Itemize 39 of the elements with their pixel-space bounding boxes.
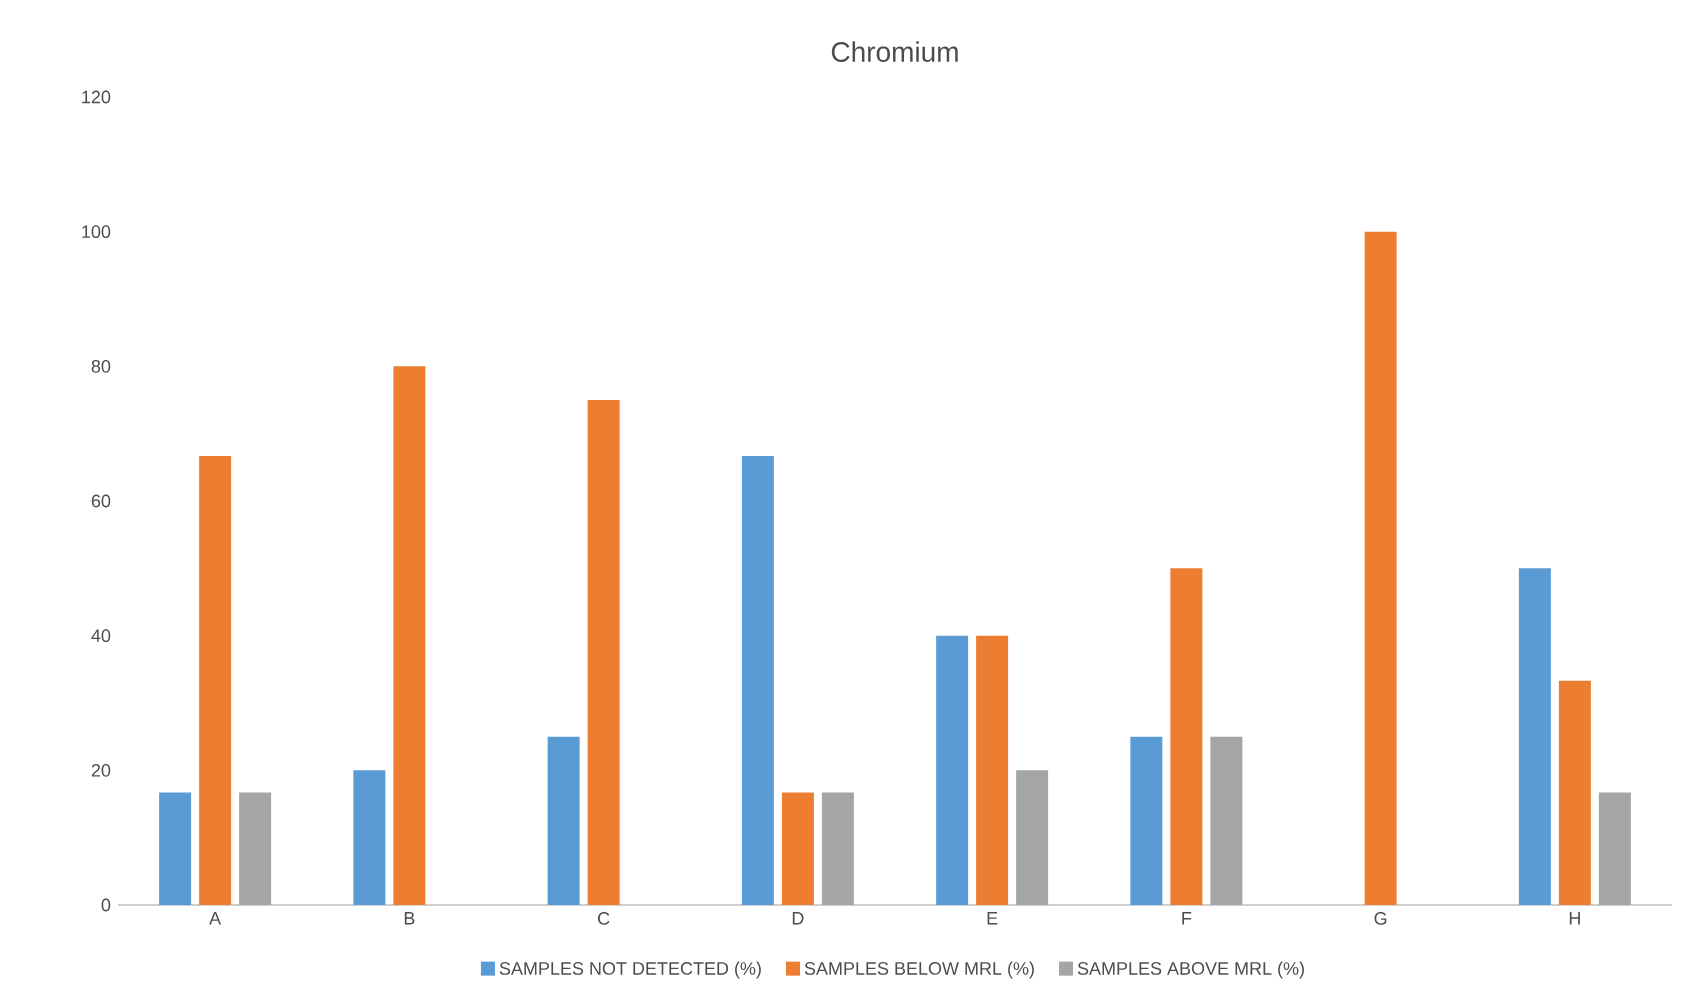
bar: [239, 792, 272, 905]
x-tick-label: A: [209, 912, 222, 925]
chart-title: Chromium: [831, 41, 958, 62]
x-tick-label: E: [987, 912, 998, 925]
x-tick-label: G: [1374, 912, 1387, 925]
y-tick-label: 80: [91, 359, 111, 373]
x-tick-label: B: [404, 912, 415, 925]
bar: [976, 635, 1009, 905]
bar: [587, 399, 620, 905]
y-tick-label: 100: [82, 225, 111, 239]
bar: [159, 792, 192, 905]
y-tick-label: 60: [91, 494, 111, 508]
y-tick-label: 20: [91, 763, 111, 777]
bar: [1170, 568, 1203, 905]
bar: [547, 736, 580, 905]
bar: [353, 770, 386, 905]
y-tick-label: 40: [91, 629, 111, 643]
bar: [1364, 231, 1397, 905]
bar: [1558, 680, 1591, 905]
bar: [741, 455, 774, 905]
legend-label: SAMPLES ABOVE MRL (%): [1077, 961, 1304, 979]
bar: [821, 792, 854, 905]
bar: [781, 792, 814, 905]
legend-label: SAMPLES BELOW MRL (%): [804, 961, 1034, 979]
x-tick-label: C: [598, 912, 610, 925]
x-tick-label: D: [792, 912, 804, 925]
x-tick-label: H: [1569, 912, 1580, 925]
bar: [1016, 770, 1049, 905]
x-tick-label: F: [1182, 912, 1192, 925]
bar: [1210, 736, 1243, 905]
bar: [1518, 568, 1551, 905]
y-tick-label: 0: [101, 898, 111, 912]
legend-label: SAMPLES NOT DETECTED (%): [499, 961, 761, 979]
bar: [936, 635, 969, 905]
bar: [199, 455, 232, 905]
bar: [393, 366, 426, 905]
y-tick-label: 120: [82, 90, 111, 104]
bar: [1130, 736, 1163, 905]
bar: [1598, 792, 1631, 905]
